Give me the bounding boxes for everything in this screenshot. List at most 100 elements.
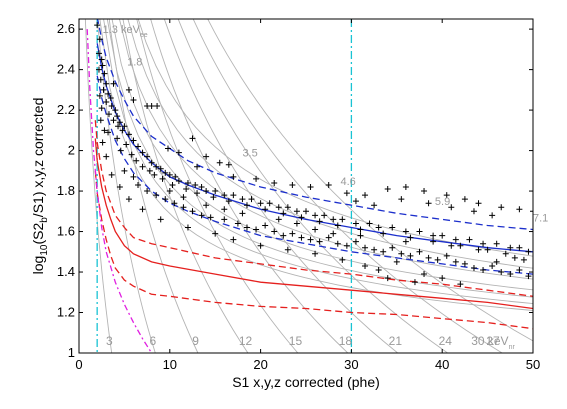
y-tick-label: 2.4	[57, 62, 75, 77]
er-contour-label: 3.5	[242, 148, 257, 160]
data-point	[162, 169, 169, 176]
data-point	[117, 147, 124, 154]
data-point	[457, 242, 464, 249]
data-point	[151, 171, 158, 178]
data-point	[248, 196, 255, 203]
data-point	[289, 181, 296, 188]
data-point	[216, 159, 223, 166]
data-point	[466, 236, 473, 243]
data-point	[114, 113, 121, 120]
data-point	[443, 252, 450, 259]
data-point	[457, 281, 464, 288]
data-point	[484, 246, 491, 253]
x-tick-label: 20	[253, 357, 267, 372]
series-nr-median	[94, 138, 533, 310]
nr-contour-label: 21	[389, 334, 403, 348]
data-point	[493, 258, 500, 265]
nr-contour-line	[108, 19, 199, 353]
data-point	[362, 192, 369, 199]
data-point	[416, 228, 423, 235]
data-point	[316, 218, 323, 225]
er-contour-label: 4.6	[341, 176, 356, 188]
data-point	[184, 224, 191, 231]
er-contour-label: 1.3 keVee	[103, 24, 148, 39]
data-point	[234, 220, 241, 227]
data-point	[225, 198, 232, 205]
data-point	[393, 258, 400, 265]
data-point	[230, 236, 237, 243]
nr-contour-line	[150, 19, 349, 353]
data-point	[103, 80, 110, 87]
data-point	[266, 200, 273, 207]
data-point	[198, 184, 205, 191]
data-point	[525, 248, 532, 255]
data-point	[139, 163, 146, 170]
data-point	[194, 190, 201, 197]
er-contour-line	[118, 19, 533, 280]
y-tick-label: 1.2	[57, 305, 75, 320]
data-point	[452, 236, 459, 243]
nr-contour-label: 27	[486, 334, 500, 348]
data-point	[280, 232, 287, 239]
y-tick-label: 1.6	[57, 224, 75, 239]
x-axis-label: S1 x,y,z corrected (phe)	[232, 374, 380, 390]
data-point	[375, 224, 382, 231]
data-point	[157, 216, 164, 223]
data-point	[439, 232, 446, 239]
y-tick-label: 1.4	[57, 264, 75, 279]
data-point	[99, 139, 106, 146]
data-point	[183, 186, 190, 193]
data-point	[402, 184, 409, 191]
data-point	[480, 240, 487, 247]
data-point	[153, 192, 160, 199]
nr-contour-line	[207, 19, 533, 342]
nr-contour-line	[177, 19, 448, 353]
data-point	[307, 236, 314, 243]
data-point	[275, 216, 282, 223]
x-tick-label: 50	[526, 357, 540, 372]
data-point	[144, 153, 151, 160]
data-point	[380, 230, 387, 237]
data-point	[293, 208, 300, 215]
data-point	[180, 204, 187, 211]
data-point	[352, 220, 359, 227]
data-point	[312, 226, 319, 233]
data-point	[153, 163, 160, 170]
data-point	[470, 208, 477, 215]
data-point	[239, 196, 246, 203]
data-point	[425, 200, 432, 207]
nr-contour-line	[122, 19, 249, 353]
data-point	[130, 173, 137, 180]
y-tick-label: 2.6	[57, 21, 75, 36]
data-point	[312, 212, 319, 219]
data-point	[448, 242, 455, 249]
data-point	[384, 275, 391, 282]
data-point	[280, 210, 287, 217]
data-point	[116, 184, 123, 191]
data-point	[239, 210, 246, 217]
data-point	[130, 96, 137, 103]
data-point	[357, 232, 364, 239]
data-point	[439, 275, 446, 282]
data-point	[116, 119, 123, 126]
y-axis-label: log10(S2b/S1) x,y,z corrected	[30, 98, 50, 275]
data-point	[221, 206, 228, 213]
data-point	[389, 224, 396, 231]
data-point	[194, 163, 201, 170]
data-point	[148, 159, 155, 166]
data-point	[253, 175, 260, 182]
data-point	[243, 224, 250, 231]
data-point	[169, 181, 176, 188]
data-point	[96, 36, 103, 43]
data-point	[480, 267, 487, 274]
data-point	[189, 208, 196, 215]
data-point	[110, 117, 117, 124]
data-point	[94, 22, 101, 29]
data-point	[275, 204, 282, 211]
data-point	[303, 208, 309, 215]
data-point	[448, 204, 455, 211]
data-point	[257, 200, 264, 207]
data-point	[520, 256, 527, 263]
data-point	[105, 129, 112, 136]
data-point	[135, 143, 142, 150]
